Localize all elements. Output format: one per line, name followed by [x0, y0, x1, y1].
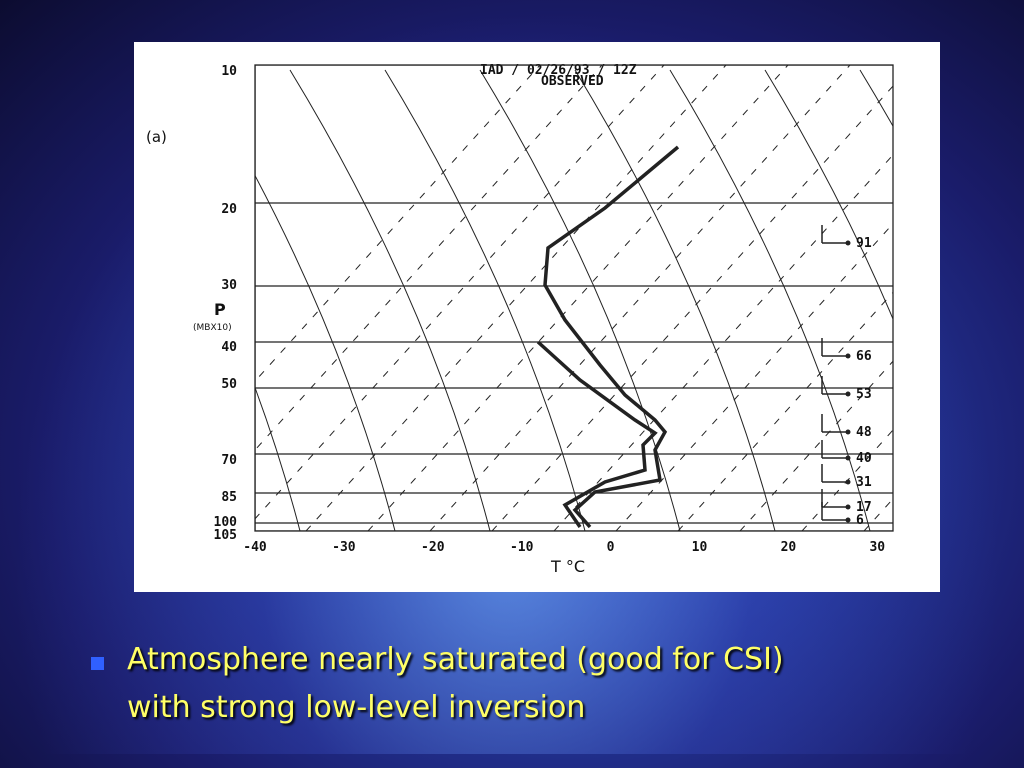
- adiabat: [384, 69, 586, 531]
- isotherm: [255, 65, 541, 382]
- y-tick-label: 85: [221, 490, 237, 505]
- isotherm: [429, 65, 851, 531]
- adiabat: [574, 69, 776, 531]
- wind-label: 17: [856, 500, 872, 515]
- wind-dot: [845, 517, 851, 523]
- x-tick-label: 20: [781, 540, 797, 555]
- sounding-chart: IAD / 02/26/93 / 12Z OBSERVED (a) P (MBX…: [134, 42, 940, 592]
- adiabat: [669, 69, 871, 531]
- wind-label: 53: [856, 387, 872, 402]
- wind-label: 48: [856, 425, 872, 440]
- x-tick-label: -10: [510, 540, 534, 555]
- isotherm: [491, 85, 893, 531]
- adiabat: [479, 69, 681, 531]
- wind-label: 31: [856, 475, 872, 490]
- wind-label: 91: [856, 236, 872, 251]
- wind-dot: [845, 353, 851, 359]
- adiabat: [255, 174, 396, 531]
- x-tick-label: -20: [421, 540, 445, 555]
- isotherm: [553, 154, 893, 531]
- wind-dot: [845, 479, 851, 485]
- isotherm: [677, 291, 893, 531]
- plot-frame: [254, 64, 894, 532]
- y-tick-label: 10: [221, 64, 237, 79]
- isotherm: [863, 498, 893, 531]
- x-tick-label: 10: [692, 540, 708, 555]
- chart-subtitle: OBSERVED: [541, 74, 604, 89]
- adiabat: [764, 69, 893, 321]
- wind-dot: [845, 391, 851, 397]
- isotherm: [255, 65, 603, 451]
- chart-title: IAD / 02/26/93 / 12Z: [480, 63, 637, 78]
- y-tick-label: 40: [221, 340, 237, 355]
- isotherm: [739, 360, 893, 531]
- y-tick-label: 30: [221, 278, 237, 293]
- adiabat: [255, 386, 301, 531]
- y-axis-label: P: [214, 300, 226, 319]
- x-tick-label: -30: [332, 540, 356, 555]
- wind-label: 66: [856, 349, 872, 364]
- wind-dot: [845, 429, 851, 435]
- wind-label: 40: [856, 451, 872, 466]
- y-tick-label: 70: [221, 453, 237, 468]
- y-axis-unit: (MBX10): [193, 323, 232, 333]
- y-tick-label: 20: [221, 202, 237, 217]
- bullet-marker: [91, 657, 104, 670]
- adiabat: [289, 69, 491, 531]
- adiabat: [859, 69, 893, 128]
- isotherm: [367, 65, 789, 531]
- temperature-profile: [543, 145, 680, 529]
- wind-dot: [845, 240, 851, 246]
- dewpoint-profile: [536, 340, 658, 528]
- y-tick-label: 50: [221, 377, 237, 392]
- x-axis-label: T °C: [550, 557, 585, 576]
- bullet-text: Atmosphere nearly saturated (good for CS…: [127, 642, 784, 677]
- panel-label: (a): [146, 128, 167, 146]
- y-tick-label: 105: [214, 528, 237, 543]
- isotherm: [615, 222, 893, 531]
- bullet-text: with strong low-level inversion: [127, 690, 586, 725]
- x-tick-label: 0: [607, 540, 615, 555]
- isotherm: [926, 65, 940, 531]
- isotherm: [305, 65, 727, 531]
- x-tick-label: -40: [243, 540, 267, 555]
- y-tick-label: 100: [214, 515, 238, 530]
- wind-label: 6: [856, 513, 864, 528]
- wind-dot: [845, 455, 851, 461]
- x-tick-label: 30: [869, 540, 885, 555]
- isotherm: [255, 65, 665, 520]
- wind-dot: [845, 504, 851, 510]
